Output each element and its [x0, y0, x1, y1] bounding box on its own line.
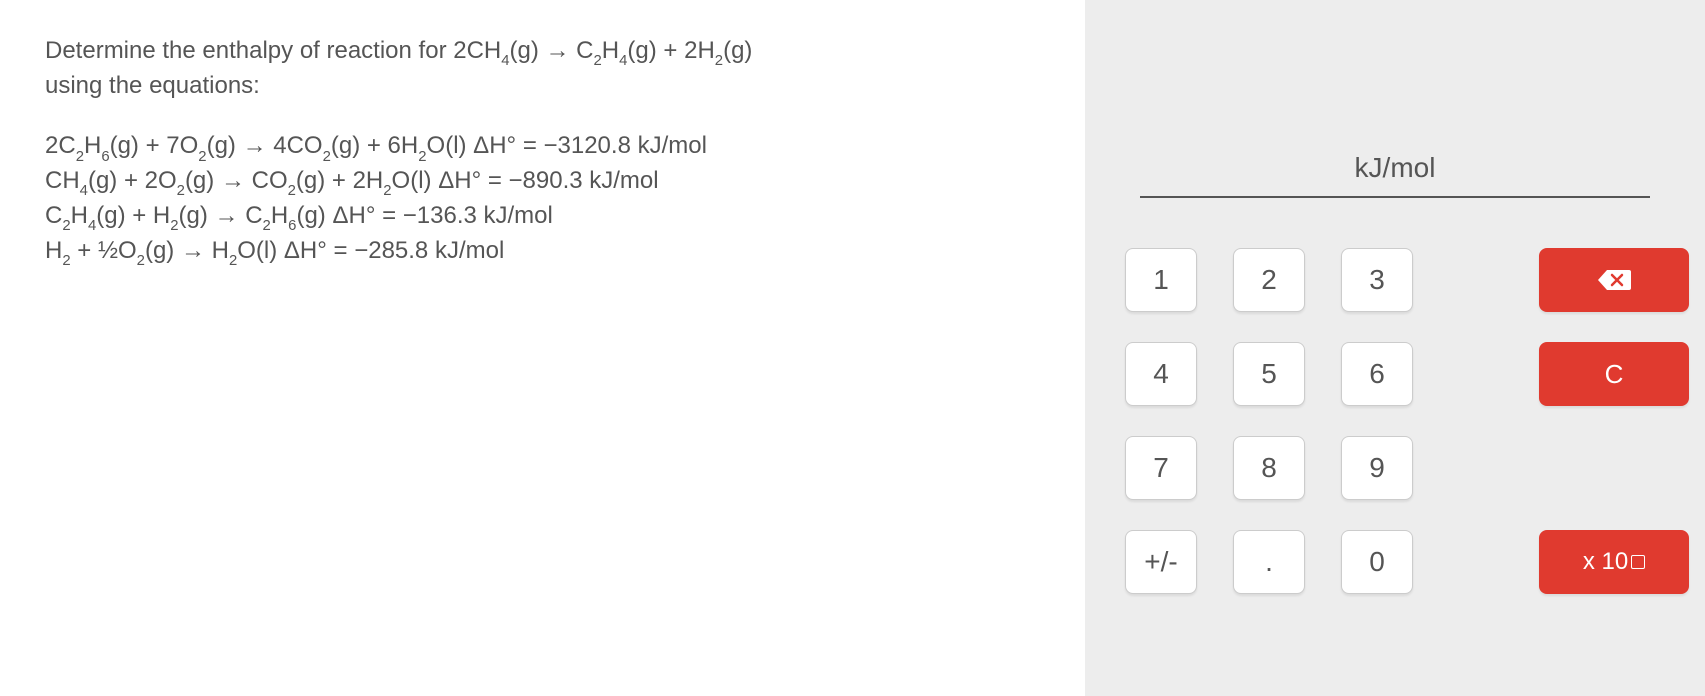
keypad-3[interactable]: 3 — [1341, 248, 1413, 312]
keypad-2[interactable]: 2 — [1233, 248, 1305, 312]
keypad-6[interactable]: 6 — [1341, 342, 1413, 406]
subscript: 4 — [88, 218, 96, 234]
subscript: 2 — [229, 253, 237, 269]
subscript: 6 — [101, 149, 109, 165]
subscript: 4 — [619, 53, 627, 69]
equations-block: 2C2H6(g) + 7O2(g) → 4CO2(g) + 6H2O(l) ΔH… — [45, 130, 1040, 270]
question-line-2: using the equations: — [45, 70, 1040, 102]
subscript: 4 — [80, 183, 88, 199]
keypad-1[interactable]: 1 — [1125, 248, 1197, 312]
exponent-box-icon — [1631, 555, 1645, 569]
keypad-7[interactable]: 7 — [1125, 436, 1197, 500]
subscript: 2 — [715, 53, 723, 69]
keypad-9[interactable]: 9 — [1341, 436, 1413, 500]
question-line-1: Determine the enthalpy of reaction for 2… — [45, 35, 1040, 70]
backspace-button[interactable] — [1539, 248, 1689, 312]
subscript: 2 — [383, 183, 391, 199]
clear-button[interactable]: C — [1539, 342, 1689, 406]
question-panel: Determine the enthalpy of reaction for 2… — [0, 0, 1085, 696]
question-intro: Determine the enthalpy of reaction for 2… — [45, 35, 1040, 102]
keypad-4[interactable]: 4 — [1125, 342, 1197, 406]
answer-input[interactable]: kJ/mol — [1140, 58, 1650, 198]
subscript: 2 — [198, 149, 206, 165]
subscript: 2 — [177, 183, 185, 199]
subscript: 6 — [288, 218, 296, 234]
subscript: 2 — [323, 149, 331, 165]
subscript: 2 — [288, 183, 296, 199]
keypad-sign[interactable]: +/- — [1125, 530, 1197, 594]
equation-line: H2 + ½O2(g) → H2O(l) ΔH° = −285.8 kJ/mol — [45, 235, 1040, 270]
subscript: 2 — [418, 149, 426, 165]
keypad-0[interactable]: 0 — [1341, 530, 1413, 594]
exponent-label: x 10 — [1583, 548, 1628, 576]
keypad-decimal[interactable]: . — [1233, 530, 1305, 594]
answer-unit: kJ/mol — [1355, 152, 1436, 184]
subscript: 2 — [263, 218, 271, 234]
keypad-8[interactable]: 8 — [1233, 436, 1305, 500]
subscript: 2 — [170, 218, 178, 234]
subscript: 2 — [137, 253, 145, 269]
subscript: 2 — [62, 253, 70, 269]
backspace-icon — [1597, 268, 1631, 292]
equation-line: CH4(g) + 2O2(g) → CO2(g) + 2H2O(l) ΔH° =… — [45, 165, 1040, 200]
keypad: 123456C789+/-.0x 10 — [1125, 248, 1667, 606]
subscript: 4 — [501, 53, 509, 69]
calculator-panel: kJ/mol 123 456 C 789 +/-. 0 x 10 — [1085, 0, 1705, 696]
subscript: 2 — [62, 218, 70, 234]
exponent-button[interactable]: x 10 — [1539, 530, 1689, 594]
equation-line: 2C2H6(g) + 7O2(g) → 4CO2(g) + 6H2O(l) ΔH… — [45, 130, 1040, 165]
subscript: 2 — [594, 53, 602, 69]
keypad-5[interactable]: 5 — [1233, 342, 1305, 406]
equation-line: C2H4(g) + H2(g) → C2H6(g) ΔH° = −136.3 k… — [45, 200, 1040, 235]
subscript: 2 — [76, 149, 84, 165]
